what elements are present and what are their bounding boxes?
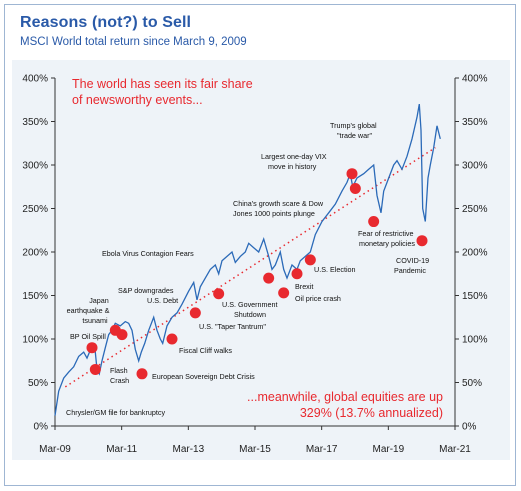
annotation-trade-line1: Trump's global — [330, 121, 377, 130]
annotation-covid-line1: COVID-19 — [396, 256, 429, 265]
event-markers — [86, 168, 428, 380]
y-tick-label-left: 400% — [22, 74, 48, 85]
annotation-sp-line1: S&P downgrades — [118, 286, 174, 295]
x-tick-label: Mar-19 — [372, 444, 404, 455]
event-marker — [291, 268, 303, 280]
event-marker — [213, 288, 225, 300]
y-tick-label-left: 50% — [28, 378, 48, 389]
callout-top-line1: The world has seen its fair share — [72, 77, 253, 91]
y-tick-label-right: 200% — [462, 248, 488, 259]
event-marker — [136, 368, 148, 380]
y-tick-label-left: 100% — [22, 335, 48, 346]
annotation-vix-line2: move in history — [268, 162, 317, 171]
y-tick-label-left: 350% — [22, 117, 48, 128]
event-marker — [189, 307, 201, 319]
event-marker — [109, 324, 121, 336]
y-tick-label-left: 250% — [22, 204, 48, 215]
annotation-vix-line1: Largest one-day VIX — [261, 152, 327, 161]
annotation-china-line1: China's growth scare & Dow — [233, 199, 324, 208]
annotation-ebola: Ebola Virus Contagion Fears — [102, 249, 194, 258]
annotation-oil: Oil price crash — [295, 294, 341, 303]
annotation-brexit: Brexit — [295, 282, 313, 291]
plot-background — [12, 60, 510, 460]
x-tick-label: Mar-11 — [106, 444, 137, 455]
annotation-japan-line2: earthquake & — [67, 306, 110, 315]
x-tick-label: Mar-09 — [39, 444, 71, 455]
y-tick-label-right: 50% — [462, 378, 482, 389]
annotation-shutdown-line1: U.S. Government — [222, 300, 278, 309]
event-marker — [278, 287, 290, 299]
axes-group: 0% 0% 50% 50% 100% 100% 150% 150% 200% 200% 250% 25… — [22, 74, 487, 456]
x-tick-label: Mar-21 — [439, 444, 471, 455]
y-tick-label-right: 100% — [462, 335, 488, 346]
annotation-flash-line2: Crash — [110, 376, 129, 385]
event-marker — [166, 333, 178, 345]
annotation-sp-line2: U.S. Debt — [147, 296, 178, 305]
y-tick-label-right: 300% — [462, 161, 488, 172]
event-marker — [416, 235, 428, 247]
event-marker — [86, 342, 98, 354]
x-tick-label: Mar-13 — [172, 444, 204, 455]
event-marker — [349, 182, 361, 194]
y-tick-label-left: 150% — [22, 291, 48, 302]
annotation-fiscal: Fiscal Cliff walks — [179, 346, 232, 355]
annotation-japan-line1: Japan — [89, 296, 109, 305]
annotation-trade-line2: "trade war" — [337, 131, 373, 140]
event-marker — [346, 168, 358, 180]
event-marker — [304, 254, 316, 266]
y-tick-label-right: 150% — [462, 291, 488, 302]
annotation-covid-line2: Pandemic — [394, 266, 426, 275]
callout-bottom-line2: 329% (13.7% annualized) — [300, 406, 443, 420]
annotation-fear-line2: monetary policies — [359, 239, 415, 248]
annotations: Chrysler/GM file for bankruptcy Japan ea… — [66, 121, 429, 417]
x-tick-label: Mar-15 — [239, 444, 271, 455]
event-marker — [368, 216, 380, 228]
annotation-election: U.S. Election — [314, 265, 356, 274]
annotation-bp-oil: BP Oil Spill — [70, 332, 106, 341]
y-tick-label-right: 250% — [462, 204, 488, 215]
callout-bottom-line1: ...meanwhile, global equities are up — [247, 390, 443, 404]
x-tick-label: Mar-17 — [306, 444, 338, 455]
trend-line — [64, 146, 436, 388]
annotation-fear-line1: Fear of restrictive — [358, 229, 414, 238]
callout-top-line2: of newsworthy events... — [72, 93, 203, 107]
y-tick-label-right: 400% — [462, 74, 488, 85]
annotation-taper: U.S. "Taper Tantrum" — [199, 322, 266, 331]
y-tick-label-right: 0% — [462, 422, 477, 433]
y-tick-label-left: 200% — [22, 248, 48, 259]
chart-title: Reasons (not?) to Sell — [20, 14, 192, 31]
y-tick-label-left: 300% — [22, 161, 48, 172]
y-tick-label-right: 350% — [462, 117, 488, 128]
y-tick-label-left: 0% — [34, 422, 49, 433]
chart-subtitle: MSCI World total return since March 9, 2… — [20, 36, 247, 48]
annotation-europe: European Sovereign Debt Crisis — [152, 372, 255, 381]
annotation-japan-line3: tsunami — [82, 316, 108, 325]
annotation-shutdown-line2: Shutdown — [234, 310, 266, 319]
annotation-china-line2: Jones 1000 points plunge — [233, 209, 315, 218]
event-marker — [89, 363, 101, 375]
event-marker — [263, 272, 275, 284]
annotation-chrysler: Chrysler/GM file for bankruptcy — [66, 408, 165, 417]
annotation-flash-line1: Flash — [110, 366, 128, 375]
